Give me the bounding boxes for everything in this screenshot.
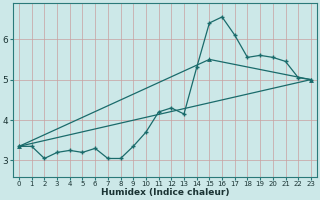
X-axis label: Humidex (Indice chaleur): Humidex (Indice chaleur): [101, 188, 229, 197]
